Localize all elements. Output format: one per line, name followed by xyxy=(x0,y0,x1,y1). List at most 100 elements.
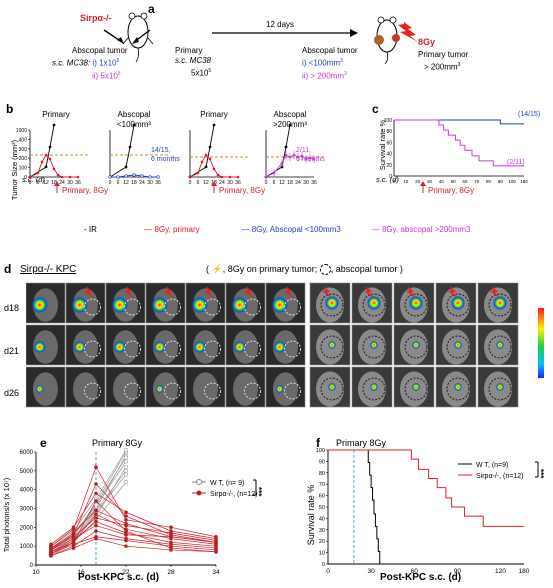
d-signal-0-R0 xyxy=(325,296,339,310)
b-red-pt-2-8 xyxy=(228,175,232,179)
b-xticklabel-2-1: 6 xyxy=(197,180,200,186)
mid-line2: s.c. MC38 xyxy=(175,56,245,66)
c-xlabel: s.c. (d) xyxy=(376,175,399,184)
b-ir-pt-0-3 xyxy=(52,123,56,127)
c-xticklabel-8: 80 xyxy=(486,179,492,184)
e-ko-pt-3-1 xyxy=(71,531,76,535)
f-yticklabel-8: 80 xyxy=(319,471,325,477)
d-abscopal-2-R1 xyxy=(362,377,386,401)
b-blue-pt-3 xyxy=(132,173,136,177)
e-wt-pt-4-3 xyxy=(123,448,129,453)
mid-line3: 5x10 xyxy=(191,68,209,78)
d-abscopal-2-R3 xyxy=(446,377,470,401)
b-red-pt-2-5 xyxy=(212,167,216,171)
b-arrow-head xyxy=(54,181,60,186)
d-lightning-0-L1 xyxy=(84,286,95,299)
e-ko-pt-11-5 xyxy=(214,536,218,541)
c-xticklabel-0: 0 xyxy=(393,179,396,184)
legend-bc-3: — 8Gy, abscopal >200mm3 xyxy=(371,225,471,234)
d-signal-0-R3 xyxy=(451,296,465,310)
f-xticklabel-4: 120 xyxy=(495,568,506,575)
e-wt-pt-8-3 xyxy=(123,455,129,460)
b-blue-pt-5 xyxy=(148,175,152,179)
b-xlabel: s.c. (d) xyxy=(22,175,45,184)
e-ko-pt-9-2 xyxy=(94,516,98,520)
b-xticklabel-3-5: 30 xyxy=(303,180,309,186)
e-wt-pt-0-3 xyxy=(123,464,129,470)
f-yticklabel-5: 50 xyxy=(319,505,325,511)
e-xticklabel-4: 34 xyxy=(212,569,220,576)
panel-a-mid-text: Primary s.c. MC38 5x105 xyxy=(175,46,245,79)
mouse-icon-left xyxy=(122,12,154,63)
d-signal-0-L5 xyxy=(231,297,248,313)
d-signal-0-L1 xyxy=(71,297,88,313)
left-opt1: i) 1x10 xyxy=(92,58,117,68)
b-xticklabel-3-0: 0 xyxy=(265,180,268,186)
d-abscopal-0-L4 xyxy=(204,298,221,316)
panel-d-images xyxy=(26,282,544,408)
d-signal-1-R0 xyxy=(328,341,336,349)
e-ko-pt-8-3 xyxy=(124,527,128,532)
b-red-pt-2-9 xyxy=(236,175,240,179)
panel-f-label: f xyxy=(316,436,320,450)
b-mag-pt-1 xyxy=(272,171,276,175)
e-xticklabel-3: 28 xyxy=(167,569,175,576)
e-yticklabel-1: 1000 xyxy=(20,544,34,550)
c-yticklabel-0: 0 xyxy=(389,174,392,180)
panel-d-legend: ( ⚡, 8Gy on primary tumor; , abscopal tu… xyxy=(206,264,403,276)
b-xticklabel-2-2: 12 xyxy=(203,180,209,186)
primary-line2: > 200mm xyxy=(424,62,458,72)
e-ko-pt-1-3 xyxy=(124,514,128,518)
b-ir-line-3 xyxy=(265,124,291,178)
d-signal-0-R4 xyxy=(493,296,507,310)
d-abscopal-2-L2 xyxy=(124,382,141,400)
d-row-label-1: d21 xyxy=(4,346,20,356)
d-lightning-0-L6 xyxy=(284,286,295,299)
b-red-pt-2-4 xyxy=(208,157,212,161)
b-red-pt-2-6 xyxy=(216,173,220,177)
d-signal-0-L4 xyxy=(191,297,208,313)
d-abscopal-2-L4 xyxy=(204,382,221,400)
b-xticklabel-0-3: 18 xyxy=(51,180,57,186)
d-mouse-2-L1 xyxy=(73,372,98,406)
e-ko-pt-11-2 xyxy=(94,491,98,496)
panel-e-chart: Primary 8Gy Total photons/s (x 10⁷) Post… xyxy=(2,438,263,583)
d-signal-1-L4 xyxy=(193,341,206,353)
e-ko-pt-3-2 xyxy=(94,508,98,513)
b-xticklabel-3-2: 12 xyxy=(279,180,285,186)
mid-line1: Primary xyxy=(175,46,203,55)
b-ir-pt-1-3 xyxy=(132,123,136,127)
d-signal-1-R4 xyxy=(496,341,504,349)
f-yticklabel-10: 100 xyxy=(316,448,325,454)
right-opt1: i) <100mm xyxy=(302,58,341,68)
c-yticklabel-2: 40 xyxy=(386,152,392,158)
primary-line1: Primary tumor xyxy=(418,50,469,59)
b-red-pt-2-0 xyxy=(188,175,192,179)
panel-a-left-text: Abscopal tumor s.c. MC38: i) 1x105 ii) 5… xyxy=(52,46,172,81)
d-signal-0-L3 xyxy=(151,297,168,313)
f-signif: *** xyxy=(536,469,545,479)
left-sc-row: s.c. MC38: i) 1x105 xyxy=(52,56,172,69)
b-xticklabel-2-0: 0 xyxy=(189,180,192,186)
c-arrow-head xyxy=(420,181,426,186)
e-wt-pt-2-3 xyxy=(123,472,129,477)
d-signal-1-L2 xyxy=(113,341,126,353)
f-yticklabel-3: 30 xyxy=(319,528,325,534)
d-abscopal-1-L3 xyxy=(164,340,181,358)
b-ir-pt-1-1 xyxy=(124,165,128,169)
b-mag-pt-4 xyxy=(288,155,292,159)
c-xticklabel-5: 50 xyxy=(451,179,457,184)
b-xticklabel-3-6: 36 xyxy=(311,180,317,186)
b-arrow2-label: Primary, 8Gy xyxy=(219,186,265,195)
d-legend-open: ( xyxy=(206,264,209,274)
f-wt-line xyxy=(328,449,381,564)
panel-d-label: d xyxy=(4,262,12,276)
b-ylabel: Tumor Size (mm³) xyxy=(10,139,19,200)
d-mouse-2-L5 xyxy=(233,372,258,406)
d-abscopal-1-R0 xyxy=(320,335,344,359)
e-ko-pt-4-4 xyxy=(169,540,173,545)
b-blue-pt-1 xyxy=(116,175,120,179)
e-wt-line-1 xyxy=(50,455,127,549)
e-ko-pt-7-2 xyxy=(94,523,98,528)
right-opt2: ii) > 200mm xyxy=(302,71,345,81)
